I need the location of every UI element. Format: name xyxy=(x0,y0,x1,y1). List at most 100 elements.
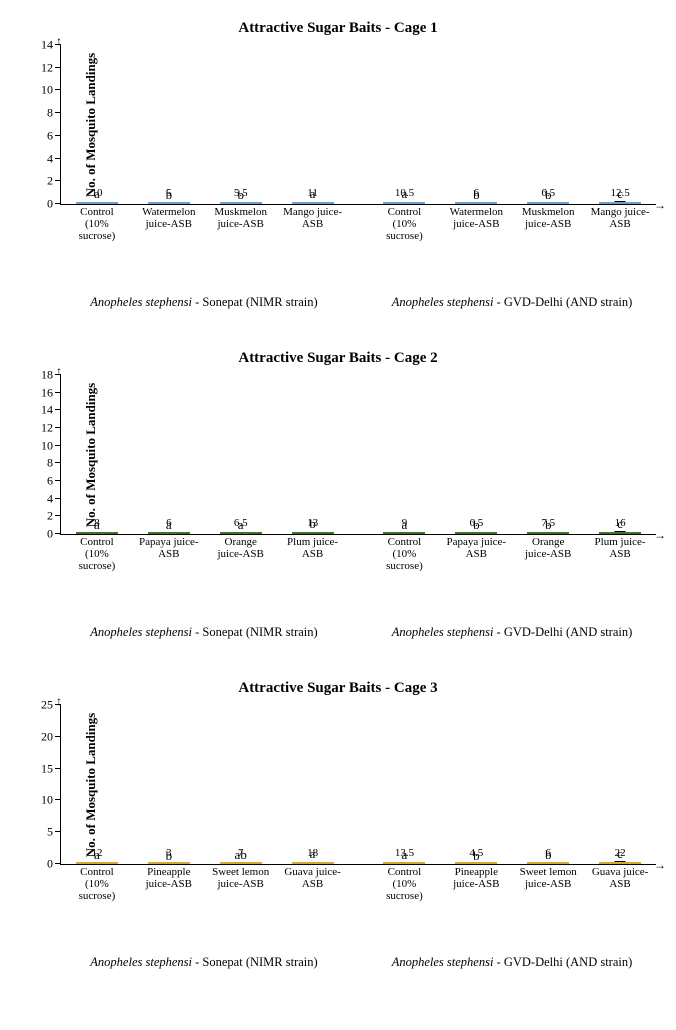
bar-value-label: 8 xyxy=(94,517,100,529)
x-tick-label: Control (10% sucrose) xyxy=(373,534,435,572)
y-tick-label: 8 xyxy=(47,456,53,471)
group-caption: Anopheles stephensi - GVD-Delhi (AND str… xyxy=(368,955,656,970)
chart-area: ↑→No. of Mosquito Landings02468101214a10… xyxy=(60,45,656,245)
y-tick-label: 10 xyxy=(41,438,53,453)
x-tick-label: Control (10% sucrose) xyxy=(66,864,128,902)
bar-value-label: 9 xyxy=(402,517,408,529)
group-caption: Anopheles stephensi - Sonepat (NIMR stra… xyxy=(60,955,348,970)
y-tick-label: 8 xyxy=(47,106,53,121)
y-tick-label: 0 xyxy=(47,527,53,542)
x-tick-label: Pineapple juice-ASB xyxy=(445,864,507,902)
bar-value-label: 4.5 xyxy=(469,847,483,859)
y-tick-label: 4 xyxy=(47,151,53,166)
y-tick-label: 14 xyxy=(41,403,53,418)
species-name: Anopheles stephensi xyxy=(392,955,494,969)
species-name: Anopheles stephensi xyxy=(90,625,192,639)
x-tick-label: Pineapple juice-ASB xyxy=(138,864,200,902)
bar-value-label: 10 xyxy=(91,187,102,199)
bar-value-label: 6.5 xyxy=(541,187,555,199)
bar-value-label: 12 xyxy=(91,847,102,859)
y-tick-label: 6 xyxy=(47,474,53,489)
x-tick-label: Muskmelon juice-ASB xyxy=(210,204,272,242)
y-tick-label: 12 xyxy=(41,421,53,436)
x-tick-label: Watermelon juice-ASB xyxy=(138,204,200,242)
bar-group: a9b6.5b7.5c16 xyxy=(369,375,657,534)
bar-group: a13.5b4.5b6c22 xyxy=(369,705,657,864)
strain-name: - Sonepat (NIMR strain) xyxy=(192,295,318,309)
bar-value-label: 7 xyxy=(238,847,244,859)
group-caption: Anopheles stephensi - GVD-Delhi (AND str… xyxy=(368,625,656,640)
x-tick-label: Plum juice-ASB xyxy=(589,534,651,572)
bars-container: a12b3ab7a18a13.5b4.5b6c22 xyxy=(61,705,656,864)
species-name: Anopheles stephensi xyxy=(90,295,192,309)
y-tick-label: 15 xyxy=(41,761,53,776)
x-label-group: Control (10% sucrose) Pineapple juice-ASB… xyxy=(369,864,657,902)
bar-value-label: 22 xyxy=(615,847,626,859)
plot-region: ↑→No. of Mosquito Landings0510152025a12b… xyxy=(60,705,656,865)
bar-value-label: 10.5 xyxy=(395,187,414,199)
bars-container: a10b5b5.5a11a10.5b6b6.5c12.5 xyxy=(61,45,656,204)
group-captions: Anopheles stephensi - Sonepat (NIMR stra… xyxy=(60,295,656,310)
chart-title: Attractive Sugar Baits - Cage 2 xyxy=(10,350,666,367)
bar-value-label: 5.5 xyxy=(234,187,248,199)
chart-area: ↑→No. of Mosquito Landings02468101214161… xyxy=(60,375,656,575)
x-tick-label: Papaya juice-ASB xyxy=(445,534,507,572)
bar-group: a10b5b5.5a11 xyxy=(61,45,349,204)
chart-block: Attractive Sugar Baits - Cage 1↑→No. of … xyxy=(10,20,666,310)
x-tick-label: Control (10% sucrose) xyxy=(66,534,128,572)
species-name: Anopheles stephensi xyxy=(392,625,494,639)
chart-title: Attractive Sugar Baits - Cage 3 xyxy=(10,680,666,697)
bar-value-label: 6 xyxy=(166,517,172,529)
chart-block: Attractive Sugar Baits - Cage 2↑→No. of … xyxy=(10,350,666,640)
bar-group: a8a6a6.5b13 xyxy=(61,375,349,534)
x-tick-label: Watermelon juice-ASB xyxy=(445,204,507,242)
species-name: Anopheles stephensi xyxy=(90,955,192,969)
strain-name: - GVD-Delhi (AND strain) xyxy=(493,295,632,309)
x-labels-row: Control (10% sucrose) Papaya juice-ASB Ora… xyxy=(61,534,656,572)
x-tick-label: Control (10% sucrose) xyxy=(373,864,435,902)
bar-value-label: 13 xyxy=(307,517,318,529)
y-tick-label: 0 xyxy=(47,197,53,212)
x-tick-label: Mango juice-ASB xyxy=(589,204,651,242)
x-label-group: Control (10% sucrose) Pineapple juice-ASB… xyxy=(61,864,349,902)
y-tick-label: 10 xyxy=(41,793,53,808)
group-caption: Anopheles stephensi - GVD-Delhi (AND str… xyxy=(368,295,656,310)
x-tick-label: Control (10% sucrose) xyxy=(66,204,128,242)
x-tick-label: Orange juice-ASB xyxy=(517,534,579,572)
bar-value-label: 3 xyxy=(166,847,172,859)
x-tick-label: Papaya juice-ASB xyxy=(138,534,200,572)
bar-value-label: 6 xyxy=(474,187,480,199)
chart-area: ↑→No. of Mosquito Landings0510152025a12b… xyxy=(60,705,656,905)
x-tick-label: Sweet lemon juice-ASB xyxy=(210,864,272,902)
x-label-group: Control (10% sucrose) Papaya juice-ASB Ora… xyxy=(61,534,349,572)
x-tick-label: Orange juice-ASB xyxy=(210,534,272,572)
bar-value-label: 5 xyxy=(166,187,172,199)
bar-value-label: 6.5 xyxy=(469,517,483,529)
x-labels-row: Control (10% sucrose) Watermelon juice-AS… xyxy=(61,204,656,242)
group-caption: Anopheles stephensi - Sonepat (NIMR stra… xyxy=(60,295,348,310)
bar-group: a12b3ab7a18 xyxy=(61,705,349,864)
plot-region: ↑→No. of Mosquito Landings02468101214a10… xyxy=(60,45,656,205)
y-tick-label: 5 xyxy=(47,825,53,840)
bar-value-label: 6.5 xyxy=(234,517,248,529)
strain-name: - GVD-Delhi (AND strain) xyxy=(493,955,632,969)
x-tick-label: Plum juice-ASB xyxy=(282,534,344,572)
bar-value-label: 11 xyxy=(307,187,318,199)
x-tick-label: Mango juice-ASB xyxy=(282,204,344,242)
y-tick-label: 2 xyxy=(47,174,53,189)
strain-name: - Sonepat (NIMR strain) xyxy=(192,955,318,969)
y-tick-label: 18 xyxy=(41,368,53,383)
x-tick-label: Control (10% sucrose) xyxy=(373,204,435,242)
x-tick-label: Sweet lemon juice-ASB xyxy=(517,864,579,902)
x-label-group: Control (10% sucrose) Watermelon juice-AS… xyxy=(369,204,657,242)
bar-value-label: 6 xyxy=(545,847,551,859)
y-tick-label: 0 xyxy=(47,857,53,872)
y-tick-label: 2 xyxy=(47,509,53,524)
y-tick-label: 25 xyxy=(41,698,53,713)
group-caption: Anopheles stephensi - Sonepat (NIMR stra… xyxy=(60,625,348,640)
chart-block: Attractive Sugar Baits - Cage 3 ↑→No. of … xyxy=(10,680,666,970)
bar-group: a10.5b6b6.5c12.5 xyxy=(369,45,657,204)
y-tick-label: 4 xyxy=(47,491,53,506)
figure-root: Attractive Sugar Baits - Cage 1↑→No. of … xyxy=(10,20,666,970)
strain-name: - Sonepat (NIMR strain) xyxy=(192,625,318,639)
